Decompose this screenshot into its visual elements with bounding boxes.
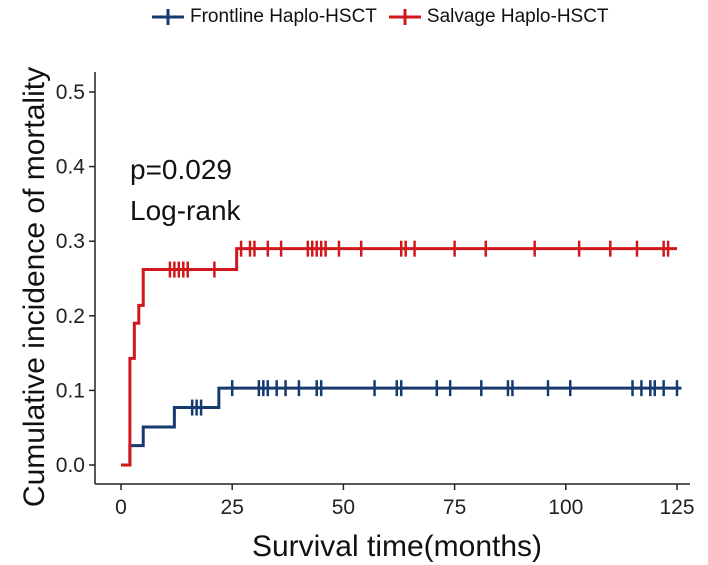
x-tick-label: 75 [443,496,466,519]
series-line-salvage [121,247,677,467]
series-frontline [121,380,682,467]
legend-item-salvage[interactable]: Salvage Haplo-HSCT [387,6,609,28]
y-tick-label: 0.5 [56,81,85,104]
x-tick-label: 100 [548,496,583,519]
legend-label-frontline: Frontline Haplo-HSCT [190,6,377,27]
test-annotation: Log-rank [130,195,242,226]
y-axis-title: Cumulative incidence of mortality [18,67,51,507]
y-tick-label: 0.0 [56,454,85,477]
legend-item-frontline[interactable]: Frontline Haplo-HSCT [150,6,377,28]
x-tick-label: 50 [332,496,355,519]
series-layer [121,240,682,467]
series-line-frontline [121,386,682,467]
x-tick-label: 25 [221,496,244,519]
y-tick-label: 0.1 [56,379,85,402]
legend-key-salvage-icon [388,9,421,25]
y-tick-label: 0.4 [56,156,86,179]
x-axis-title: Survival time(months) [252,530,542,563]
series-salvage [121,240,677,467]
axes: 0.0 0.1 0.2 0.3 0.4 0.5 0 25 50 75 100 125 [56,72,695,519]
legend-label-salvage: Salvage Haplo-HSCT [426,6,609,27]
y-tick-label: 0.3 [56,230,85,253]
x-tick-label: 125 [659,496,694,519]
legend-key-frontline-icon [152,9,184,25]
y-tick-label: 0.2 [56,305,85,328]
legend: Frontline Haplo-HSCT Salvage Haplo-HSCT [150,4,619,30]
x-tick-label: 0 [115,496,127,519]
p-value-annotation: p=0.029 [130,154,232,185]
